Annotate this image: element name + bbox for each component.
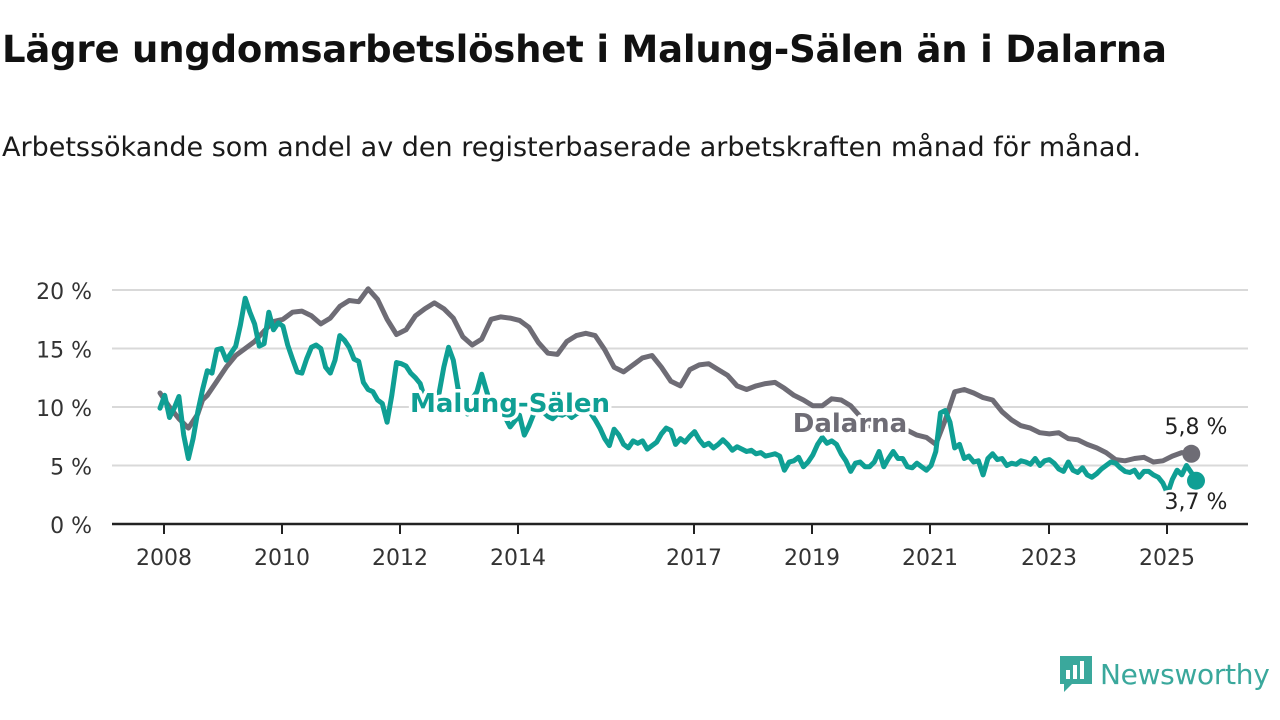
y-tick-label: 5 % <box>50 456 92 481</box>
x-tick-label: 2019 <box>784 546 840 571</box>
y-tick-label: 10 % <box>36 397 92 422</box>
end-value-label-malung-s-len: 3,7 % <box>1165 490 1228 515</box>
brand-name: Newsworthy <box>1100 657 1270 691</box>
y-tick-label: 0 % <box>50 514 92 539</box>
x-tick-label: 2023 <box>1021 546 1077 571</box>
series-label-halo: Malung-Sälen <box>410 389 610 419</box>
x-tick-label: 2025 <box>1139 546 1195 571</box>
chart-title: Lägre ungdomsarbetslöshet i Malung-Sälen… <box>2 28 1167 71</box>
x-axis-labels: 2008 2010 2012 2014 2017 2019 2021 2023 2025 <box>136 546 1195 571</box>
series-label-malung-s-len: Malung-Sälen <box>410 389 610 419</box>
series-line-malung-s-len <box>157 295 1199 497</box>
newsworthy-logo-icon <box>1060 656 1092 692</box>
x-tick-label: 2021 <box>902 546 958 571</box>
series-line-dalarna <box>157 286 1194 465</box>
x-tick-label: 2008 <box>136 546 192 571</box>
chart-subtitle: Arbetssökande som andel av den registerb… <box>2 132 1142 163</box>
end-point-dalarna <box>1182 444 1201 463</box>
y-axis-labels: 0 % 5 % 10 % 15 % 20 % <box>36 280 92 539</box>
x-axis <box>112 522 1248 534</box>
y-tick-label: 15 % <box>36 339 92 364</box>
x-tick-label: 2012 <box>372 546 428 571</box>
y-tick-label: 20 % <box>36 280 92 305</box>
newsworthy-logo: Newsworthy <box>1058 654 1270 694</box>
end-point-malung-s-len <box>1187 471 1205 490</box>
x-tick-label: 2017 <box>666 546 722 571</box>
series-label-dalarna: Dalarna <box>793 409 907 439</box>
series-lines <box>157 286 1199 497</box>
x-tick-label: 2014 <box>490 546 546 571</box>
x-tick-label: 2010 <box>254 546 310 571</box>
series-label-halo: Dalarna <box>793 409 907 439</box>
line-chart: 0 %5 %10 %15 %20 % 2008 2010 2012 2014 2017 2… <box>36 280 1248 571</box>
end-value-label-dalarna: 5,8 % <box>1165 415 1228 440</box>
